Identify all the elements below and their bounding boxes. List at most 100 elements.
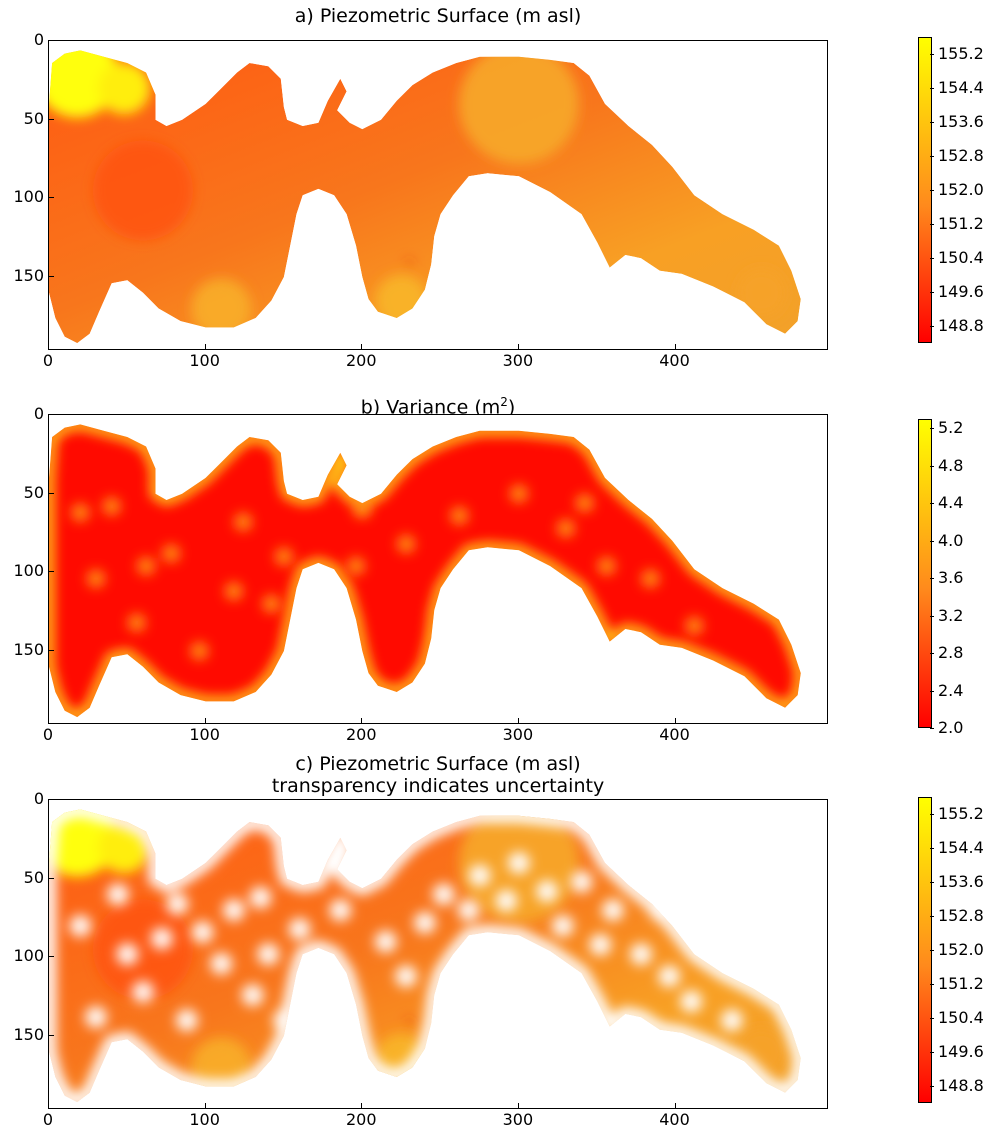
colorbar-tick-mark bbox=[930, 326, 934, 327]
variance-spot bbox=[234, 513, 253, 532]
x-tick-mark bbox=[674, 344, 676, 350]
variance-spot bbox=[472, 563, 491, 582]
y-tick-label: 100 bbox=[13, 561, 44, 581]
colorbar-tick-mark bbox=[930, 465, 934, 467]
uncertainty-hole bbox=[495, 889, 518, 912]
colorbar-tick-label: 152.0 bbox=[938, 180, 984, 199]
colorbar-tick-mark bbox=[930, 653, 934, 655]
uncertainty-hole bbox=[413, 911, 436, 934]
y-tick-mark bbox=[48, 197, 54, 199]
uncertainty-hole bbox=[432, 883, 455, 906]
uncertainty-hole bbox=[166, 892, 189, 915]
colorbar-tick-label: 5.2 bbox=[938, 418, 964, 438]
colorbar-tick-mark bbox=[930, 690, 934, 692]
uncertainty-hole bbox=[468, 864, 491, 887]
variance-spot bbox=[575, 494, 594, 513]
variance-spot bbox=[71, 503, 90, 522]
well-point bbox=[406, 259, 413, 266]
east-zone bbox=[737, 1027, 786, 1076]
colorbar-tick-mark bbox=[930, 1052, 934, 1053]
variance-spot bbox=[597, 557, 616, 576]
uncertainty-hole bbox=[69, 914, 92, 937]
colorbar-tick-mark bbox=[930, 156, 934, 157]
variance-spot bbox=[137, 557, 156, 576]
variance-spot bbox=[102, 497, 121, 516]
uncertainty-hole bbox=[457, 899, 480, 922]
y-tick-label: 50 bbox=[23, 482, 44, 502]
x-tick-label: 0 bbox=[42, 351, 54, 370]
x-tick-label: 400 bbox=[659, 725, 690, 744]
uncertainty-hole bbox=[210, 952, 233, 975]
x-tick-mark bbox=[204, 1103, 206, 1109]
variance-spot bbox=[353, 500, 372, 519]
y-tick-label: 50 bbox=[23, 108, 44, 128]
x-tick-label: 0 bbox=[42, 1110, 54, 1129]
uncertainty-hole bbox=[222, 899, 245, 922]
colorbar-tick-label: 152.8 bbox=[938, 146, 984, 165]
colorbar-tick-mark bbox=[930, 615, 934, 617]
variance-spot bbox=[190, 642, 209, 661]
chart-subtitle-c: transparency indicates uncertainty bbox=[271, 775, 605, 797]
x-tick-label: 100 bbox=[189, 725, 220, 744]
lower-lobe-zone bbox=[191, 1037, 252, 1098]
y-tick-label: 0 bbox=[33, 30, 44, 49]
colorbar-tick-mark bbox=[930, 984, 934, 985]
colorbar-tick-label: 154.4 bbox=[938, 838, 984, 857]
plot-area-b bbox=[48, 414, 828, 724]
uncertainty-hole bbox=[150, 927, 173, 950]
y-tick-label: 50 bbox=[23, 867, 44, 887]
colorbar-tick-label: 2.8 bbox=[938, 643, 964, 663]
variance-spot bbox=[509, 484, 528, 503]
low-head-zone bbox=[92, 140, 193, 241]
uncertainty-hole bbox=[241, 984, 264, 1007]
colorbar-tick-label: 153.6 bbox=[938, 112, 984, 131]
colorbar-tick-mark bbox=[930, 578, 934, 580]
y-tick-mark bbox=[48, 1035, 54, 1037]
colorbar-tick-label: 148.8 bbox=[938, 316, 984, 335]
x-tick-mark bbox=[674, 718, 676, 724]
x-tick-label: 100 bbox=[189, 351, 220, 370]
x-tick-mark bbox=[204, 344, 206, 350]
colorbar-tick-mark bbox=[930, 814, 934, 815]
y-tick-mark bbox=[48, 492, 54, 494]
x-tick-mark bbox=[517, 344, 519, 350]
uncertainty-hole bbox=[288, 918, 311, 941]
x-tick-mark bbox=[674, 1103, 676, 1109]
variance-spot bbox=[262, 594, 281, 613]
x-tick-mark bbox=[48, 344, 49, 350]
y-tick-mark bbox=[48, 118, 54, 120]
uncertainty-hole bbox=[329, 899, 352, 922]
east-zone bbox=[737, 268, 786, 317]
heatmap-svg bbox=[49, 809, 801, 1103]
x-tick-mark bbox=[517, 718, 519, 724]
x-tick-label: 200 bbox=[345, 351, 377, 370]
variance-spot bbox=[127, 613, 146, 632]
uncertainty-hole bbox=[175, 1009, 198, 1032]
upper-lobe-zone bbox=[458, 50, 579, 164]
colorbar-tick-mark bbox=[930, 950, 934, 951]
uncertainty-hole bbox=[720, 1009, 743, 1032]
colorbar-tick-mark bbox=[930, 88, 934, 89]
colorbar-tick-mark bbox=[930, 540, 934, 542]
variance-spot bbox=[397, 535, 416, 554]
variance-spot bbox=[431, 629, 450, 648]
colorbar-tick-mark bbox=[930, 54, 934, 55]
y-tick-mark bbox=[48, 414, 54, 415]
colorbar-tick-label: 154.4 bbox=[938, 78, 984, 97]
field-region bbox=[49, 424, 801, 718]
colorbar-tick-mark bbox=[930, 428, 934, 430]
field-region bbox=[49, 50, 801, 344]
x-tick-mark bbox=[48, 718, 49, 724]
surface-highlights bbox=[49, 50, 786, 339]
heatmap-svg bbox=[49, 50, 801, 344]
uncertainty-hole bbox=[106, 883, 129, 906]
x-tick-mark bbox=[517, 1103, 519, 1109]
chart-title-c: c) Piezometric Surface (m asl) bbox=[295, 753, 581, 775]
x-tick-label: 300 bbox=[502, 351, 534, 370]
uncertainty-hole bbox=[249, 886, 272, 909]
x-tick-label: 300 bbox=[502, 725, 534, 744]
y-tick-mark bbox=[48, 799, 54, 800]
y-tick-label: 100 bbox=[13, 946, 44, 966]
heatmap-svg bbox=[49, 424, 801, 718]
colorbar-tick-mark bbox=[930, 848, 934, 849]
